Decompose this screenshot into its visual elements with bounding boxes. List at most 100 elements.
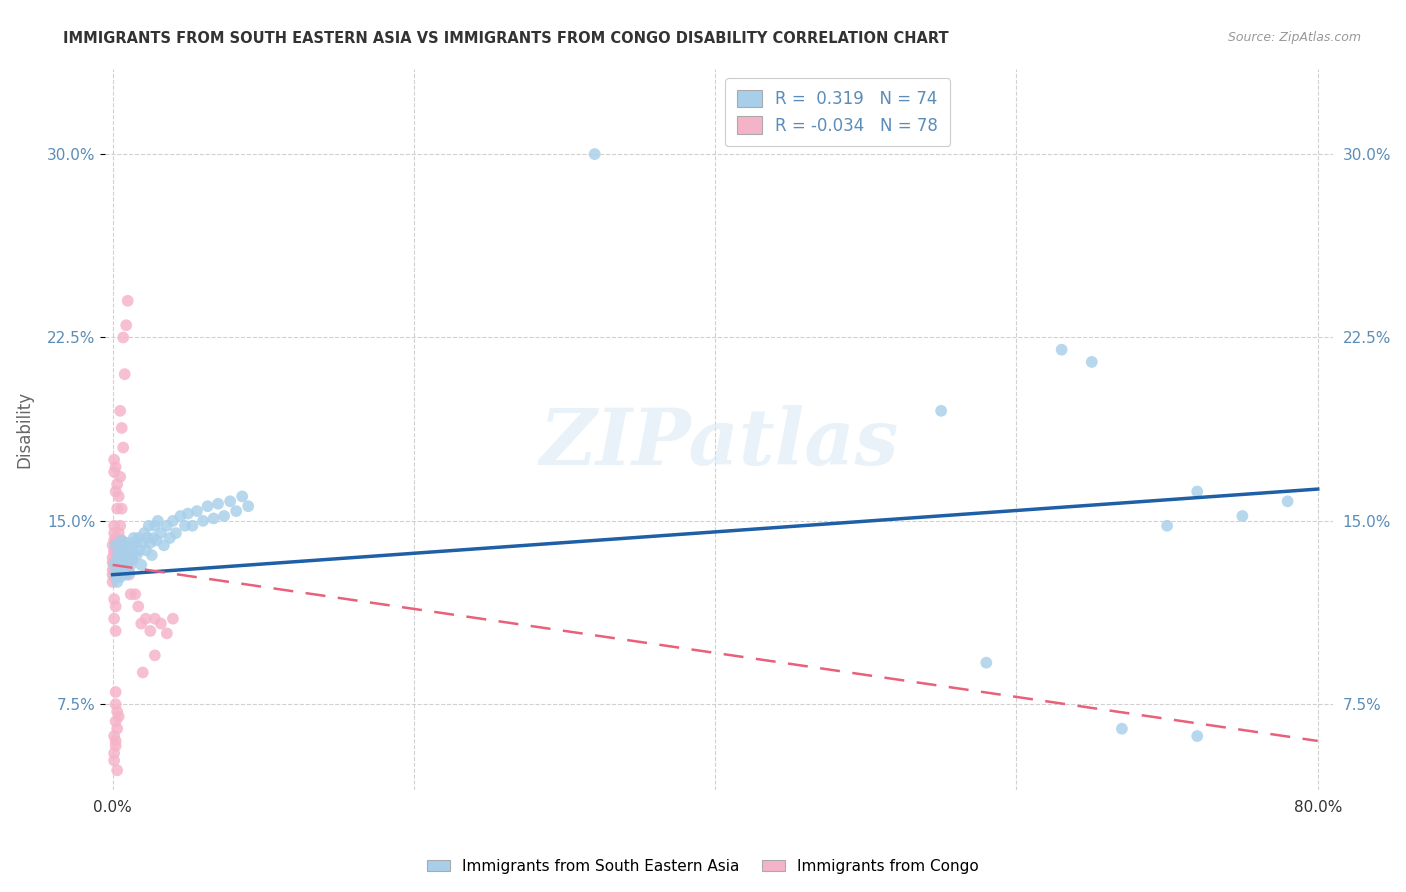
Point — [101, 567, 124, 582]
Point — [108, 570, 131, 584]
Point — [159, 531, 181, 545]
Text: IMMIGRANTS FROM SOUTH EASTERN ASIA VS IMMIGRANTS FROM CONGO DISABILITY CORRELATI: IMMIGRANTS FROM SOUTH EASTERN ASIA VS IM… — [63, 31, 949, 46]
Point — [121, 550, 143, 565]
Point — [115, 318, 138, 333]
Point — [118, 567, 141, 582]
Point — [181, 518, 204, 533]
Point — [105, 567, 128, 582]
Point — [1081, 355, 1104, 369]
Point — [1050, 343, 1073, 357]
Point — [191, 514, 214, 528]
Point — [104, 734, 127, 748]
Point — [120, 558, 142, 572]
Point — [115, 548, 138, 562]
Point — [125, 548, 148, 562]
Point — [103, 729, 125, 743]
Point — [107, 490, 129, 504]
Point — [156, 518, 179, 533]
Point — [115, 567, 138, 582]
Legend: R =  0.319   N = 74, R = -0.034   N = 78: R = 0.319 N = 74, R = -0.034 N = 78 — [725, 78, 950, 146]
Point — [112, 563, 135, 577]
Point — [111, 533, 134, 548]
Point — [202, 511, 225, 525]
Point — [1156, 518, 1178, 533]
Point — [127, 599, 149, 614]
Point — [101, 574, 124, 589]
Point — [142, 531, 165, 545]
Point — [103, 754, 125, 768]
Point — [112, 441, 135, 455]
Y-axis label: Disability: Disability — [15, 391, 32, 467]
Point — [135, 543, 157, 558]
Point — [117, 293, 139, 308]
Point — [104, 553, 127, 567]
Point — [108, 558, 131, 572]
Point — [111, 550, 134, 565]
Point — [107, 558, 129, 572]
Point — [105, 764, 128, 778]
Text: ZIPatlas: ZIPatlas — [540, 405, 898, 482]
Point — [143, 518, 166, 533]
Point — [103, 452, 125, 467]
Point — [120, 546, 142, 560]
Point — [103, 558, 125, 572]
Point — [1111, 722, 1133, 736]
Point — [118, 548, 141, 562]
Point — [104, 531, 127, 545]
Point — [132, 665, 155, 680]
Point — [103, 556, 125, 570]
Point — [165, 526, 187, 541]
Point — [103, 465, 125, 479]
Point — [139, 624, 162, 638]
Point — [111, 533, 134, 548]
Point — [929, 404, 952, 418]
Point — [104, 567, 127, 582]
Point — [129, 616, 152, 631]
Point — [104, 570, 127, 584]
Point — [107, 546, 129, 560]
Point — [124, 587, 146, 601]
Point — [1232, 508, 1254, 523]
Point — [105, 501, 128, 516]
Point — [197, 499, 219, 513]
Point — [111, 550, 134, 565]
Point — [143, 648, 166, 663]
Point — [129, 558, 152, 572]
Point — [103, 533, 125, 548]
Point — [101, 563, 124, 577]
Point — [135, 612, 157, 626]
Point — [105, 722, 128, 736]
Point — [104, 484, 127, 499]
Point — [146, 514, 169, 528]
Point — [122, 546, 145, 560]
Point — [976, 656, 998, 670]
Point — [174, 518, 197, 533]
Point — [124, 536, 146, 550]
Point — [104, 685, 127, 699]
Legend: Immigrants from South Eastern Asia, Immigrants from Congo: Immigrants from South Eastern Asia, Immi… — [420, 853, 986, 880]
Point — [143, 612, 166, 626]
Point — [108, 538, 131, 552]
Point — [108, 404, 131, 418]
Point — [122, 531, 145, 545]
Point — [207, 497, 229, 511]
Point — [105, 574, 128, 589]
Point — [107, 543, 129, 558]
Point — [225, 504, 247, 518]
Point — [103, 563, 125, 577]
Point — [121, 541, 143, 555]
Point — [108, 550, 131, 565]
Point — [101, 556, 124, 570]
Point — [112, 543, 135, 558]
Point — [112, 330, 135, 344]
Point — [101, 550, 124, 565]
Point — [238, 499, 260, 513]
Point — [103, 570, 125, 584]
Point — [104, 624, 127, 638]
Point — [104, 698, 127, 712]
Point — [177, 507, 200, 521]
Point — [162, 612, 184, 626]
Point — [107, 709, 129, 723]
Point — [127, 531, 149, 545]
Point — [136, 531, 159, 545]
